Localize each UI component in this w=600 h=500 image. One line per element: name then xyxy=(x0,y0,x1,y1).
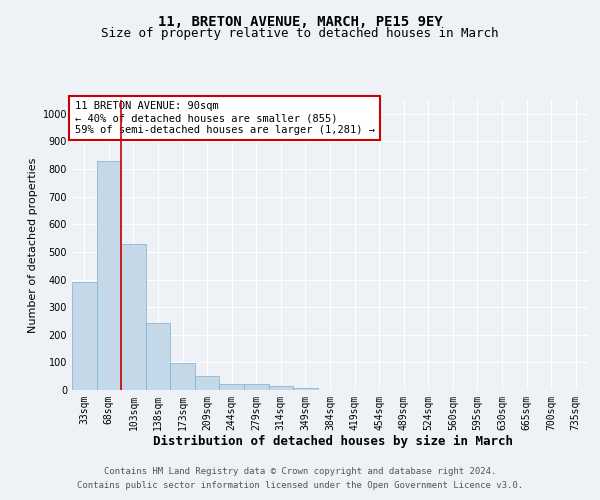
Text: 11, BRETON AVENUE, MARCH, PE15 9EY: 11, BRETON AVENUE, MARCH, PE15 9EY xyxy=(158,15,442,29)
Bar xyxy=(72,282,97,390)
Bar xyxy=(170,364,195,390)
Text: Size of property relative to detached houses in March: Size of property relative to detached ho… xyxy=(101,28,499,40)
Bar xyxy=(121,244,146,390)
Y-axis label: Number of detached properties: Number of detached properties xyxy=(28,158,38,332)
Bar xyxy=(220,384,244,390)
Bar xyxy=(244,384,269,390)
Bar xyxy=(195,376,220,390)
Text: Contains HM Land Registry data © Crown copyright and database right 2024.: Contains HM Land Registry data © Crown c… xyxy=(104,468,496,476)
Text: 11 BRETON AVENUE: 90sqm
← 40% of detached houses are smaller (855)
59% of semi-d: 11 BRETON AVENUE: 90sqm ← 40% of detache… xyxy=(74,102,374,134)
Bar xyxy=(269,386,293,390)
Bar xyxy=(293,388,318,390)
Text: Contains public sector information licensed under the Open Government Licence v3: Contains public sector information licen… xyxy=(77,481,523,490)
Bar xyxy=(97,162,121,390)
Text: Distribution of detached houses by size in March: Distribution of detached houses by size … xyxy=(153,435,513,448)
Bar xyxy=(146,323,170,390)
